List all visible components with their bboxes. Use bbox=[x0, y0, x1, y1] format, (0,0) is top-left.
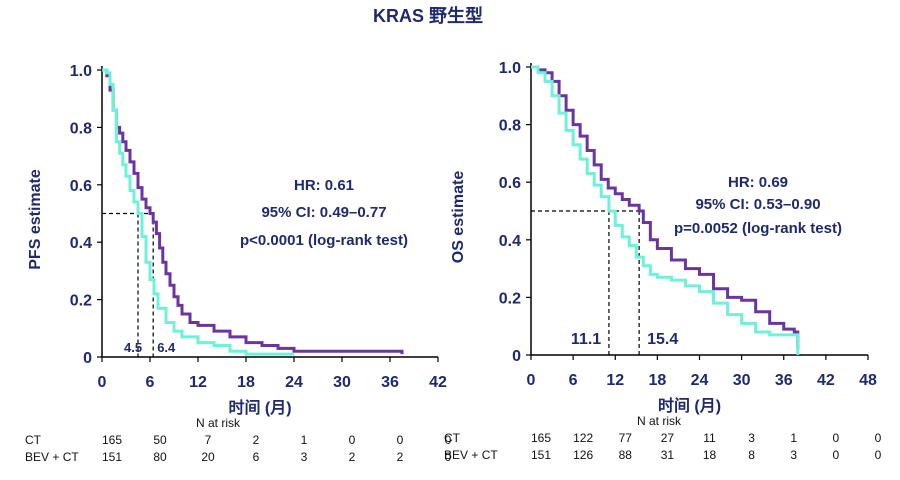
median-label: 4.5 bbox=[124, 340, 142, 355]
y-tick-label: 1.0 bbox=[499, 60, 521, 77]
y-tick-label: 0.4 bbox=[499, 233, 521, 250]
y-axis-label: PFS estimate bbox=[27, 169, 44, 270]
risk-row-label: BEV + CT bbox=[444, 448, 498, 462]
risk-count: 77 bbox=[619, 431, 633, 445]
x-tick-label: 30 bbox=[733, 372, 751, 389]
series-line-ct bbox=[531, 65, 800, 350]
risk-row-label: CT bbox=[444, 431, 461, 445]
stat-annotation: p=0.0052 (log-rank test) bbox=[674, 220, 842, 237]
x-tick-label: 24 bbox=[285, 374, 303, 391]
series-line-bev-ct bbox=[531, 65, 800, 355]
risk-count: 8 bbox=[748, 448, 755, 462]
risk-header: N at risk bbox=[637, 414, 682, 428]
risk-count: 165 bbox=[531, 431, 551, 445]
x-tick-label: 42 bbox=[817, 372, 835, 389]
risk-count: 0 bbox=[833, 431, 840, 445]
x-tick-label: 42 bbox=[429, 374, 447, 391]
stat-annotation: HR: 0.69 bbox=[728, 174, 788, 191]
risk-count: 3 bbox=[301, 450, 308, 464]
risk-count: 151 bbox=[531, 448, 551, 462]
risk-count: 6 bbox=[253, 450, 260, 464]
x-tick-label: 18 bbox=[648, 372, 666, 389]
risk-count: 18 bbox=[703, 448, 717, 462]
median-label: 15.4 bbox=[647, 331, 678, 348]
stat-annotation: p<0.0001 (log-rank test) bbox=[240, 232, 408, 249]
x-tick-label: 30 bbox=[333, 374, 351, 391]
x-tick-label: 18 bbox=[237, 374, 255, 391]
series-line-bev-ct bbox=[102, 68, 294, 356]
x-tick-label: 0 bbox=[98, 374, 107, 391]
risk-count: 50 bbox=[153, 433, 167, 447]
risk-count: 0 bbox=[397, 433, 404, 447]
y-tick-label: 0 bbox=[83, 350, 92, 367]
x-tick-label: 24 bbox=[691, 372, 709, 389]
x-axis-label: 时间 (月) bbox=[228, 398, 291, 417]
risk-count: 165 bbox=[102, 433, 122, 447]
y-tick-label: 1.0 bbox=[70, 63, 92, 80]
x-tick-label: 12 bbox=[189, 374, 207, 391]
risk-count: 1 bbox=[790, 431, 797, 445]
risk-count: 11 bbox=[703, 431, 716, 445]
risk-count: 0 bbox=[833, 448, 840, 462]
y-tick-label: 0.6 bbox=[499, 175, 521, 192]
y-tick-label: 0 bbox=[512, 348, 521, 365]
risk-count: 126 bbox=[573, 448, 593, 462]
y-tick-label: 0.8 bbox=[499, 118, 521, 135]
y-tick-label: 0.2 bbox=[499, 290, 521, 307]
risk-count: 0 bbox=[349, 433, 356, 447]
risk-count: 20 bbox=[201, 450, 215, 464]
x-axis-label: 时间 (月) bbox=[658, 396, 721, 415]
y-tick-label: 0.2 bbox=[70, 293, 92, 310]
risk-count: 2 bbox=[253, 433, 260, 447]
risk-row-label: BEV + CT bbox=[25, 450, 79, 464]
median-label: 6.4 bbox=[157, 340, 176, 355]
risk-count: 88 bbox=[619, 448, 633, 462]
x-tick-label: 12 bbox=[606, 372, 624, 389]
x-tick-label: 0 bbox=[527, 372, 536, 389]
y-tick-label: 0.4 bbox=[70, 235, 92, 252]
risk-count: 27 bbox=[661, 431, 675, 445]
x-tick-label: 36 bbox=[381, 374, 399, 391]
risk-count: 0 bbox=[445, 450, 452, 464]
risk-count: 0 bbox=[445, 433, 452, 447]
series-line-ct bbox=[102, 68, 404, 355]
x-tick-label: 6 bbox=[569, 372, 578, 389]
risk-count: 0 bbox=[875, 431, 882, 445]
risk-count: 3 bbox=[790, 448, 797, 462]
x-tick-label: 48 bbox=[859, 372, 877, 389]
stat-annotation: 95% CI: 0.53–0.90 bbox=[695, 196, 820, 213]
y-tick-label: 0.6 bbox=[70, 178, 92, 195]
risk-count: 80 bbox=[153, 450, 167, 464]
y-tick-label: 0.8 bbox=[70, 120, 92, 137]
risk-count: 0 bbox=[875, 448, 882, 462]
risk-count: 151 bbox=[102, 450, 122, 464]
x-tick-label: 6 bbox=[146, 374, 155, 391]
risk-count: 122 bbox=[573, 431, 593, 445]
figure-title: KRAS 野生型 bbox=[373, 5, 483, 26]
risk-count: 7 bbox=[205, 433, 212, 447]
median-label: 11.1 bbox=[571, 331, 601, 348]
stat-annotation: HR: 0.61 bbox=[294, 177, 354, 194]
x-tick-label: 36 bbox=[775, 372, 793, 389]
risk-count: 2 bbox=[349, 450, 356, 464]
risk-row-label: CT bbox=[25, 433, 42, 447]
risk-count: 1 bbox=[301, 433, 308, 447]
risk-count: 2 bbox=[397, 450, 404, 464]
y-axis-label: OS estimate bbox=[450, 171, 467, 264]
risk-count: 3 bbox=[748, 431, 755, 445]
risk-count: 31 bbox=[661, 448, 675, 462]
stat-annotation: 95% CI: 0.49–0.77 bbox=[261, 204, 386, 221]
risk-header: N at risk bbox=[196, 416, 241, 430]
